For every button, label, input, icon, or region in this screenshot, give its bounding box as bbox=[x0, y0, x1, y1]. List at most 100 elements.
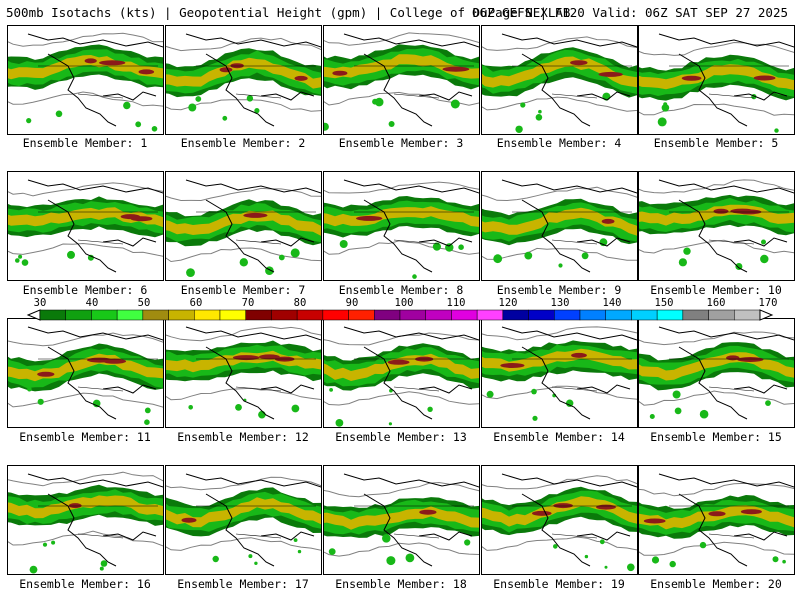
height-contour bbox=[639, 541, 794, 556]
isotach-patch bbox=[382, 534, 391, 543]
isotach-60kt bbox=[482, 207, 637, 236]
jet-core bbox=[740, 509, 762, 515]
ensemble-member-label: Ensemble Member: 3 bbox=[338, 136, 464, 150]
jet-core bbox=[230, 63, 244, 69]
ensemble-map-panel bbox=[638, 465, 795, 575]
isotach-patch bbox=[123, 101, 131, 110]
ensemble-map bbox=[324, 179, 479, 279]
jet-core bbox=[713, 208, 729, 214]
ensemble-map-panel bbox=[165, 318, 322, 428]
isotach-patch bbox=[328, 548, 336, 555]
jet-core bbox=[753, 75, 776, 81]
isotach-patch bbox=[37, 398, 44, 405]
colorbar-tick-label: 30 bbox=[33, 297, 47, 309]
isotach-patch bbox=[678, 258, 687, 267]
isotach-patch bbox=[761, 239, 766, 245]
isotach-patch bbox=[649, 414, 655, 419]
colorbar-tick-label: 100 bbox=[394, 297, 414, 309]
isotach-patch bbox=[329, 388, 333, 392]
ensemble-map-panel bbox=[638, 318, 795, 428]
isotach-60kt bbox=[8, 495, 163, 519]
ensemble-map bbox=[639, 473, 794, 568]
ensemble-map bbox=[482, 33, 637, 133]
colorbar-segment bbox=[65, 309, 92, 321]
jet-core bbox=[99, 60, 126, 66]
height-contour bbox=[166, 476, 321, 491]
ensemble-member-label: Ensemble Member: 11 bbox=[19, 430, 151, 444]
height-contour bbox=[639, 103, 794, 116]
run-valid-time: 06Z GEFS | F120 Valid: 06Z SAT SEP 27 20… bbox=[471, 5, 788, 20]
jet-core bbox=[532, 510, 552, 516]
isotach-patch bbox=[135, 121, 142, 128]
jet-core bbox=[37, 371, 55, 377]
isotach-patch bbox=[493, 254, 503, 264]
height-contour bbox=[639, 41, 794, 56]
jet-core bbox=[500, 363, 525, 368]
ensemble-map bbox=[482, 326, 637, 421]
height-contour bbox=[8, 530, 163, 547]
jet-core bbox=[726, 355, 740, 361]
isotach-patch bbox=[386, 556, 396, 566]
jet-core bbox=[737, 357, 764, 362]
isotach-patch bbox=[683, 247, 691, 255]
isotach-patch bbox=[258, 410, 266, 419]
isotach-patch bbox=[735, 263, 743, 270]
isotach-60kt bbox=[166, 497, 321, 528]
isotach-patch bbox=[291, 404, 300, 413]
isotach-patch bbox=[531, 388, 537, 395]
ensemble-member-label: Ensemble Member: 5 bbox=[653, 136, 779, 150]
us-mexico-border bbox=[551, 533, 598, 539]
colorbar-left-arrow bbox=[26, 309, 41, 321]
isotach-patch bbox=[584, 554, 589, 559]
us-mexico-border bbox=[77, 533, 124, 539]
ensemble-member-label: Ensemble Member: 13 bbox=[335, 430, 467, 444]
jet-core bbox=[138, 69, 155, 75]
isotach-patch bbox=[15, 258, 20, 263]
ensemble-map-panel bbox=[323, 465, 480, 575]
isotach-60kt bbox=[166, 350, 321, 373]
isotach-patch bbox=[235, 404, 242, 411]
jet-core bbox=[708, 511, 726, 517]
jet-core bbox=[387, 359, 410, 365]
isotach-patch bbox=[42, 542, 48, 547]
isotach-patch bbox=[290, 248, 300, 258]
isotach-60kt bbox=[482, 496, 637, 527]
jet-core bbox=[259, 354, 280, 360]
isotach-patch bbox=[657, 117, 667, 127]
jet-core bbox=[681, 75, 702, 81]
colorbar-tick-label: 170 bbox=[758, 297, 778, 309]
coastline bbox=[501, 179, 637, 273]
colorbar-tick-label: 150 bbox=[654, 297, 674, 309]
isotach-60kt bbox=[324, 506, 479, 530]
us-mexico-border bbox=[551, 93, 598, 99]
isotach-40kt bbox=[639, 58, 794, 97]
isotach-patch bbox=[427, 406, 433, 412]
isotach-patch bbox=[239, 258, 248, 267]
jet-core bbox=[294, 75, 308, 81]
colorbar-right-arrow bbox=[759, 309, 774, 321]
colorbar-segment bbox=[91, 309, 118, 321]
ensemble-member-label: Ensemble Member: 19 bbox=[493, 577, 625, 591]
coastline bbox=[343, 326, 479, 420]
jet-core bbox=[419, 509, 437, 515]
jet-core bbox=[553, 503, 573, 509]
coastline bbox=[658, 33, 794, 127]
ensemble-map bbox=[166, 326, 321, 420]
isotach-40kt bbox=[8, 49, 163, 86]
ensemble-member-label: Ensemble Member: 9 bbox=[496, 283, 622, 297]
isotach-patch bbox=[195, 96, 202, 102]
isotach-patch bbox=[67, 250, 75, 259]
height-contour bbox=[166, 537, 321, 551]
colorbar-segment bbox=[39, 309, 66, 321]
isotach-patch bbox=[699, 409, 709, 419]
ensemble-member-label: Ensemble Member: 20 bbox=[650, 577, 782, 591]
ensemble-map-panel bbox=[481, 25, 638, 135]
ensemble-member-label: Ensemble Member: 12 bbox=[177, 430, 309, 444]
ensemble-map-panel bbox=[481, 465, 638, 575]
ensemble-map-panel bbox=[481, 171, 638, 281]
colorbar-tick-label: 60 bbox=[189, 297, 203, 309]
height-contour bbox=[482, 96, 637, 112]
jet-core bbox=[68, 503, 82, 509]
isotach-patch bbox=[372, 98, 378, 105]
isotach-patch bbox=[558, 263, 563, 268]
